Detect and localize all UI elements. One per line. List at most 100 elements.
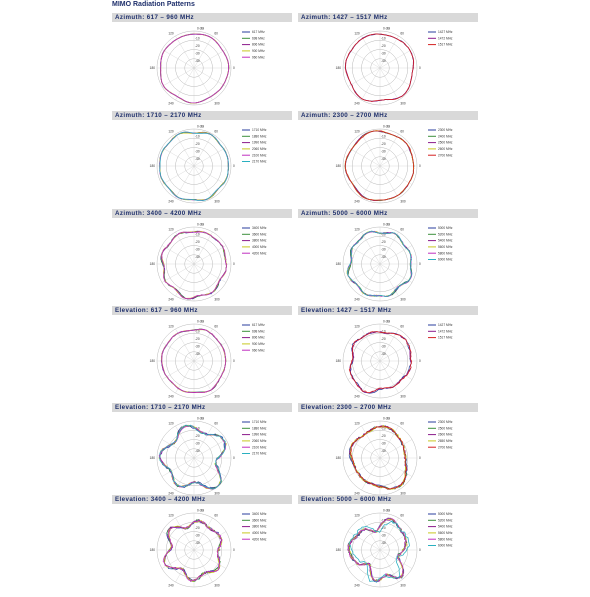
radial-tick-label: -30 (381, 533, 386, 537)
grid-spoke (347, 360, 381, 380)
legend-label: 2170 MHz (252, 452, 267, 456)
grid-spoke (361, 165, 381, 199)
series-trace (159, 131, 229, 201)
series-trace (162, 519, 223, 582)
grid-spoke (347, 439, 381, 459)
grid-spoke (193, 263, 227, 283)
angle-tick-label: 0 dBi (197, 417, 205, 421)
angle-tick-label: 180 (336, 262, 342, 266)
grid-spoke (379, 67, 399, 101)
grid-spoke (161, 147, 195, 167)
radial-tick-label: -30 (195, 149, 200, 153)
grid-spoke (379, 231, 399, 265)
chart-panel: Azimuth: 3400 – 4200 MHz -10 -20 -30 -40 0 dB… (112, 209, 292, 311)
angle-tick-label: 120 (354, 32, 360, 36)
legend-label: 806 MHz (252, 43, 265, 47)
legend-label: 1517 MHz (438, 43, 453, 47)
angle-tick-label: 0 (419, 66, 421, 70)
angle-tick-label: 0 (233, 66, 235, 70)
angle-tick-label: 240 (354, 297, 360, 301)
chart-panel: Azimuth: 2300 – 2700 MHz -10 -20 -30 -40 0 dB… (298, 111, 478, 213)
grid-spoke (347, 531, 381, 551)
radial-tick-label: -40 (195, 541, 200, 545)
angle-tick-label: 0 dBi (383, 125, 391, 129)
angle-tick-label: 180 (336, 359, 342, 363)
grid-spoke (347, 263, 381, 283)
grid-spoke (379, 360, 413, 380)
angle-tick-label: 240 (354, 491, 360, 495)
chart-title: Azimuth: 2300 – 2700 MHz (301, 112, 388, 119)
legend-label: 2300 MHz (438, 420, 453, 424)
chart-panel: Elevation: 2300 – 2700 MHz -10 -20 -30 -40 0 … (298, 403, 478, 505)
legend-label: 1880 MHz (252, 134, 267, 138)
panel-header: Elevation: 1427 – 1517 MHz (298, 306, 478, 315)
legend-label: 5800 MHz (438, 251, 453, 255)
angle-tick-label: 0 dBi (383, 27, 391, 31)
grid-spoke (175, 360, 195, 394)
radial-tick-label: -30 (381, 344, 386, 348)
angle-tick-label: 120 (354, 514, 360, 518)
legend: 3400 MHz 3600 MHz 3800 MHz 4000 MHz 4200 MHz (242, 512, 267, 541)
grid-spoke (193, 457, 213, 491)
angle-tick-label: 60 (214, 130, 218, 134)
angle-tick-label: 240 (168, 297, 174, 301)
angle-tick-label: 0 dBi (383, 509, 391, 513)
radial-tick-label: -10 (381, 135, 386, 139)
legend: 1710 MHz 1880 MHz 1990 MHz 2060 MHz 2100 MHz… (242, 420, 267, 456)
angle-tick-label: 180 (336, 548, 342, 552)
angle-tick-label: 0 dBi (197, 125, 205, 129)
polar-grid (342, 323, 418, 399)
grid-spoke (193, 263, 213, 297)
grid-spoke (379, 531, 413, 551)
angle-tick-label: 0 (419, 548, 421, 552)
radial-tick-label: -40 (195, 352, 200, 356)
angle-tick-label: 120 (168, 130, 174, 134)
legend-label: 960 MHz (252, 55, 265, 59)
angle-tick-label: 240 (354, 199, 360, 203)
angle-tick-label: 60 (400, 228, 404, 232)
legend-label: 5000 MHz (438, 226, 453, 230)
legend-label: 2100 MHz (252, 445, 267, 449)
grid-spoke (193, 49, 227, 69)
radial-tick-label: -10 (381, 427, 386, 431)
grid-spoke (361, 133, 381, 167)
radial-tick-label: -40 (381, 449, 386, 453)
panel-header: Elevation: 617 – 960 MHz (112, 306, 292, 315)
angle-tick-label: 60 (400, 130, 404, 134)
grid-spoke (347, 165, 381, 185)
angle-tick-label: 60 (400, 422, 404, 426)
grid-spoke (193, 531, 227, 551)
radial-tick-label: -20 (195, 44, 200, 48)
grid-spoke (379, 147, 413, 167)
grid-spoke (379, 263, 413, 283)
legend-label: 1517 MHz (438, 336, 453, 340)
angle-tick-label: 60 (214, 422, 218, 426)
grid-spoke (361, 457, 381, 491)
radial-tick-label: -20 (381, 337, 386, 341)
grid-spoke (193, 549, 227, 569)
legend: 1427 MHz 1472 MHz 1517 MHz (428, 30, 453, 47)
chart-panel: Elevation: 1427 – 1517 MHz -10 -20 -30 -40 0 … (298, 306, 478, 408)
grid-spoke (161, 245, 195, 265)
angle-tick-label: 0 (233, 456, 235, 460)
grid-spoke (175, 133, 195, 167)
grid-spoke (175, 165, 195, 199)
radial-tick-label: -20 (195, 526, 200, 530)
polar-chart: -10 -20 -30 -40 0 dBi 60 120 180 240 300 0 1427 MHz… (336, 320, 453, 399)
chart-title: Azimuth: 5000 – 6000 MHz (301, 210, 388, 217)
chart-title: Azimuth: 1427 – 1517 MHz (301, 14, 388, 21)
series-trace (160, 230, 228, 300)
angle-tick-label: 240 (168, 491, 174, 495)
page-title: MIMO Radiation Patterns (112, 1, 195, 8)
angle-tick-label: 180 (150, 456, 156, 460)
radial-tick-label: -20 (195, 240, 200, 244)
angle-tick-label: 300 (400, 491, 406, 495)
grid-spoke (379, 425, 399, 459)
grid-spoke (193, 457, 227, 477)
legend: 2300 MHz 2500 MHz 2600 MHz 2650 MHz 2700 MHz (428, 420, 453, 449)
series-trace (349, 425, 408, 490)
grid-spoke (361, 231, 381, 265)
angle-tick-label: 0 (419, 164, 421, 168)
